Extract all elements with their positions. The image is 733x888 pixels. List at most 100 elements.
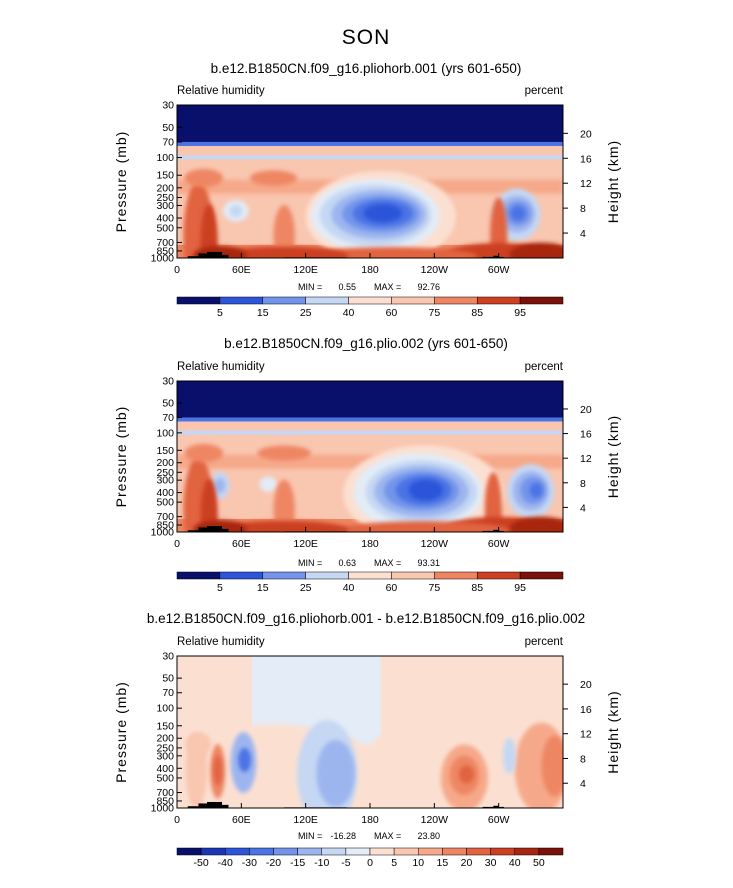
contour-region — [213, 755, 223, 786]
colorbar-swatch — [176, 847, 202, 856]
colorbar-swatch — [273, 847, 298, 856]
x-tick-label: 180 — [361, 264, 379, 276]
topography — [198, 253, 208, 258]
x-tick-label: 60W — [488, 538, 510, 550]
variable-label: Relative humidity — [177, 361, 265, 373]
contour-region — [273, 205, 295, 258]
tropopause-band — [177, 430, 563, 435]
colorbar-swatch — [348, 571, 392, 580]
colorbar-label: 60 — [386, 582, 398, 594]
y-tick-label: 50 — [162, 673, 174, 685]
tropopause-band — [177, 155, 563, 160]
contour-field — [177, 381, 563, 532]
colorbar-label: -5 — [341, 857, 350, 869]
colorbar-label: 75 — [428, 582, 440, 594]
stratosphere-edge — [177, 417, 563, 422]
x-tick-label: 180 — [361, 538, 379, 550]
y-tick-label: 700 — [156, 511, 174, 523]
colorbar-label: 25 — [300, 307, 312, 319]
x-tick-label: 120E — [293, 538, 318, 550]
y-tick-label: 1000 — [151, 803, 175, 815]
colorbar-label: -15 — [290, 857, 305, 869]
topography — [187, 806, 199, 808]
right-tick-label: 16 — [580, 429, 592, 441]
contour-region — [363, 203, 403, 223]
colorbar-swatch — [345, 847, 371, 856]
right-tick-label: 4 — [580, 228, 586, 240]
colorbar-label: 30 — [485, 857, 497, 869]
x-tick-label: 120E — [293, 264, 318, 276]
x-tick-label: 120W — [421, 264, 449, 276]
stratosphere-band — [177, 105, 563, 142]
contour-region — [509, 516, 563, 532]
x-tick-label: 0 — [174, 538, 180, 550]
y-tick-label: 300 — [156, 475, 174, 487]
x-tick-label: 60E — [232, 264, 251, 276]
colorbar-label: 85 — [471, 582, 483, 594]
topography — [187, 530, 199, 532]
contour-region — [214, 477, 226, 494]
y-tick-label: 150 — [156, 170, 174, 182]
y-tick-label: 100 — [156, 152, 174, 164]
min-label: MIN = — [298, 282, 322, 292]
units-label: percent — [525, 636, 564, 648]
x-tick-label: 0 — [174, 264, 180, 276]
y-tick-label: 250 — [156, 192, 174, 204]
contour-region — [502, 737, 516, 775]
x-tick-label: 120E — [293, 814, 318, 826]
colorbar-swatch — [262, 571, 306, 580]
y-tick-label: 30 — [162, 651, 174, 663]
panel-title: b.e12.B1850CN.f09_g16.pliohorb.001 (yrs … — [211, 61, 522, 76]
colorbar-swatch — [219, 296, 264, 305]
y-tick-label: 50 — [162, 397, 174, 409]
contour-region — [510, 205, 526, 222]
y-axis-title: Pressure (mb) — [113, 681, 129, 783]
y-tick-label: 400 — [156, 763, 174, 775]
colorbar: -50 -40 -30 -20 -15 -10 -5 0 5 10 15 20 30 40 50 — [176, 847, 564, 869]
colorbar-swatch — [305, 296, 349, 305]
contour-region — [177, 724, 403, 808]
colorbar-swatch — [418, 847, 443, 856]
max-label: MAX = — [374, 831, 401, 841]
topography — [207, 251, 223, 258]
y-tick-label: 300 — [156, 200, 174, 212]
contour-region — [484, 472, 502, 532]
right-tick-label: 12 — [580, 178, 592, 190]
y-tick-label: 100 — [156, 703, 174, 715]
right-tick-label: 12 — [580, 453, 592, 465]
panel-1: b.e12.B1850CN.f09_g16.pliohorb.001 (yrs … — [113, 61, 621, 319]
figure-title: SON — [342, 26, 391, 49]
colorbar-label: -50 — [194, 857, 209, 869]
y-tick-label: 70 — [162, 412, 174, 424]
y-tick-label: 500 — [156, 772, 174, 784]
colorbar-swatch — [434, 296, 478, 305]
y-tick-label: 200 — [156, 182, 174, 194]
y-axis-title: Pressure (mb) — [113, 131, 129, 233]
colorbar-swatch — [225, 847, 250, 856]
colorbar-label: 40 — [509, 857, 521, 869]
colorbar-label: 15 — [257, 307, 269, 319]
contour-region — [184, 444, 224, 463]
y-tick-label: 70 — [162, 136, 174, 148]
colorbar-label: 10 — [412, 857, 424, 869]
colorbar-swatch — [369, 847, 395, 856]
min-label: MIN = — [298, 558, 322, 568]
colorbar-swatch — [176, 296, 221, 305]
colorbar-swatch — [442, 847, 467, 856]
colorbar-swatch — [519, 571, 564, 580]
colorbar-swatch — [393, 847, 419, 856]
colorbar-label: 40 — [343, 582, 355, 594]
colorbar-label: 75 — [428, 307, 440, 319]
right-tick-label: 16 — [580, 704, 592, 716]
max-value: 93.31 — [417, 558, 440, 568]
panel-title: b.e12.B1850CN.f09_g16.plio.002 (yrs 601-… — [224, 336, 508, 351]
colorbar-label: -30 — [242, 857, 257, 869]
panel-3: b.e12.B1850CN.f09_g16.pliohorb.001 - b.e… — [113, 611, 621, 869]
colorbar-swatch — [321, 847, 347, 856]
right-tick-label: 8 — [580, 478, 586, 490]
panel-title: b.e12.B1850CN.f09_g16.pliohorb.001 - b.e… — [147, 611, 585, 626]
colorbar-label: 0 — [367, 857, 373, 869]
y-tick-label: 400 — [156, 213, 174, 225]
colorbar-swatch — [514, 847, 540, 856]
contour-region — [490, 197, 508, 258]
